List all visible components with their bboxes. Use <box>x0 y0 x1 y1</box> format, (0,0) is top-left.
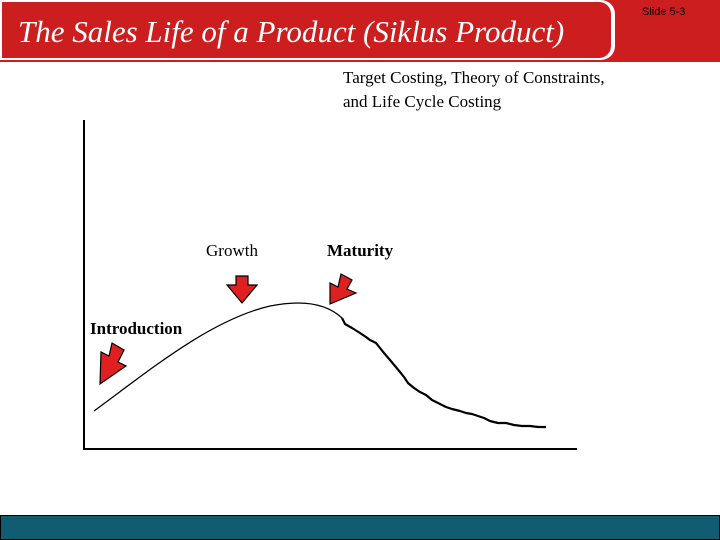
slide-title: The Sales Life of a Product (Siklus Prod… <box>18 14 565 49</box>
title-box: The Sales Life of a Product (Siklus Prod… <box>0 0 615 60</box>
maturity-label: Maturity <box>327 241 394 260</box>
slide-number: Slide 5-3 <box>642 6 686 18</box>
maturity-arrow <box>329 273 358 305</box>
sales-curve-decline <box>341 317 546 429</box>
sales-curve-rise <box>93 302 343 412</box>
subtitle-line-2: and Life Cycle Costing <box>343 92 502 111</box>
introduction-arrow <box>99 342 128 386</box>
introduction-label: Introduction <box>90 319 183 338</box>
growth-arrow <box>225 275 259 304</box>
growth-label: Growth <box>206 241 258 260</box>
footer-bar <box>0 515 720 540</box>
title-inner: The Sales Life of a Product (Siklus Prod… <box>2 2 611 58</box>
subtitle-line-1: Target Costing, Theory of Constraints, <box>343 68 605 87</box>
slide-subtitle: Target Costing, Theory of Constraints, a… <box>343 66 703 114</box>
title-bar: The Sales Life of a Product (Siklus Prod… <box>0 0 720 64</box>
